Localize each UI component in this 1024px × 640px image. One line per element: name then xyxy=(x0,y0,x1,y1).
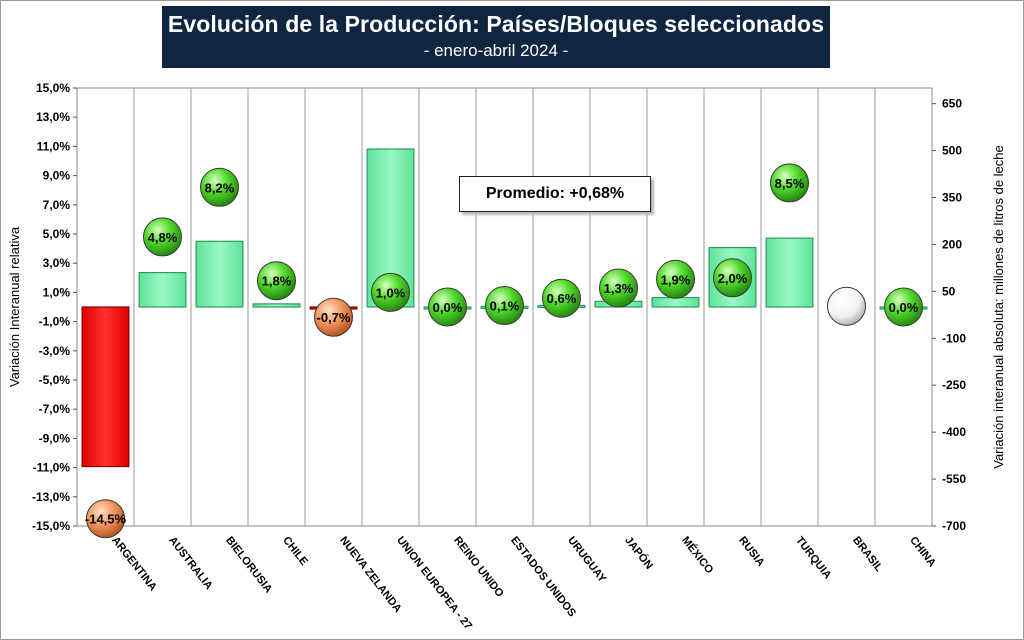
category-label: NUEVA ZELANDA xyxy=(337,534,404,615)
y-tick-label: -9,0% xyxy=(39,431,71,445)
bar xyxy=(765,237,814,308)
data-label: 1,3% xyxy=(604,281,634,296)
chart-title: Evolución de la Producción: Países/Bloqu… xyxy=(167,11,825,37)
marker-ball xyxy=(485,286,524,326)
y-tick-label: 3,0% xyxy=(43,256,71,270)
marker-ball xyxy=(599,268,638,308)
y-axis-title: Variación Interanual relativa xyxy=(7,226,22,387)
marker-ball xyxy=(314,297,353,337)
marker-ball xyxy=(713,258,752,298)
y2-tick-label: -100 xyxy=(942,331,966,345)
marker-series: -14,5% 4,8% 8,2% 1,8% -0,7% 1,0% 0,0% 0,1% 0,6% 1… xyxy=(85,163,923,539)
title-box: Evolución de la Producción: Países/Bloqu… xyxy=(162,6,830,68)
y-tick-label: 15,0% xyxy=(36,81,70,95)
y2-tick-label: -250 xyxy=(942,378,966,392)
marker-ball xyxy=(884,287,923,327)
marker-ball xyxy=(200,167,239,207)
marker-ball xyxy=(428,287,467,327)
marker-ball xyxy=(371,272,410,312)
marker-ball xyxy=(542,278,581,318)
y-tick-label: -11,0% xyxy=(33,461,71,475)
marker-ball xyxy=(86,499,125,539)
data-label: 0,6% xyxy=(547,291,577,306)
data-label: 4,8% xyxy=(148,230,178,245)
y2-tick-label: 350 xyxy=(942,191,962,205)
y2-tick-label: 50 xyxy=(942,284,956,298)
y-tick-label: 9,0% xyxy=(43,169,71,183)
y-tick-label: -15,0% xyxy=(32,519,70,533)
average-label: Promedio: +0,68% xyxy=(459,176,651,212)
data-label: 0,0% xyxy=(433,300,463,315)
category-label: JAPÓN xyxy=(622,534,656,572)
bar xyxy=(651,297,700,308)
category-label: URUGUAY xyxy=(565,534,608,585)
data-label: 0,0% xyxy=(889,300,919,315)
category-label: MÉXICO xyxy=(679,534,716,577)
bar-series xyxy=(81,148,928,468)
y2-tick-label: -700 xyxy=(942,519,966,533)
data-label: 8,2% xyxy=(205,180,235,195)
data-label: 1,8% xyxy=(262,274,292,289)
y2-tick-label: 200 xyxy=(942,237,962,251)
category-label: REINO UNIDO xyxy=(451,534,506,600)
category-label: CHILE xyxy=(280,534,310,567)
y-tick-label: 11,0% xyxy=(37,139,71,153)
y2-tick-label: 650 xyxy=(942,97,962,111)
marker-ball xyxy=(827,286,866,326)
data-label: -14,5% xyxy=(85,512,127,527)
y2-tick-label: -400 xyxy=(942,425,966,439)
bar xyxy=(195,240,244,308)
left-axis-ticks: 15,0% 13,0% 11,0% 9,0% 7,0% 5,0% 3,0% 1,0% -1,0%… xyxy=(32,81,77,533)
marker-ball xyxy=(257,261,296,301)
data-label: -0,7% xyxy=(317,310,351,325)
data-label: 8,5% xyxy=(775,176,805,191)
y-tick-label: -1,0% xyxy=(39,315,71,329)
chart-subtitle: - enero-abril 2024 - xyxy=(423,41,569,60)
category-label: AUSTRALIA xyxy=(166,534,215,592)
data-label: 0,1% xyxy=(490,299,520,314)
category-label: BIELORUSIA xyxy=(223,534,274,595)
y-tick-label: -13,0% xyxy=(32,490,70,504)
marker-ball xyxy=(143,217,182,257)
bar xyxy=(81,306,130,468)
y2-axis-title: Variación interanual absoluta: millones … xyxy=(991,145,1006,469)
right-axis-ticks: 650 500 350 200 50 -100 -250 -400 -550 -700 xyxy=(932,97,966,533)
bar xyxy=(138,271,187,308)
y-tick-label: -7,0% xyxy=(39,402,71,416)
marker-ball xyxy=(770,163,809,203)
category-label: RUSIA xyxy=(736,534,767,568)
y2-tick-label: -550 xyxy=(942,472,966,486)
category-label: CHINA xyxy=(907,534,938,569)
marker-ball xyxy=(656,259,695,299)
category-label: ARGENTINA xyxy=(109,534,159,593)
y-tick-label: -3,0% xyxy=(39,344,71,358)
category-gridlines xyxy=(133,88,876,526)
category-labels: ARGENTINA AUSTRALIA BIELORUSIA CHILE NUEVA Z… xyxy=(109,534,938,632)
bar xyxy=(252,303,301,308)
y-tick-label: 1,0% xyxy=(43,285,71,299)
category-label: ESTADOS UNIDOS xyxy=(508,534,578,619)
category-label: BRASIL xyxy=(850,534,885,574)
category-label: TURQUIA xyxy=(793,534,833,581)
data-label: 2,0% xyxy=(718,271,748,286)
y-tick-label: -5,0% xyxy=(39,373,71,387)
data-label: 1,9% xyxy=(661,272,691,287)
y-tick-label: 7,0% xyxy=(43,198,71,212)
y2-tick-label: 500 xyxy=(942,144,962,158)
data-label: 1,0% xyxy=(376,285,406,300)
y-tick-label: 5,0% xyxy=(43,227,71,241)
y-tick-label: 13,0% xyxy=(36,110,70,124)
